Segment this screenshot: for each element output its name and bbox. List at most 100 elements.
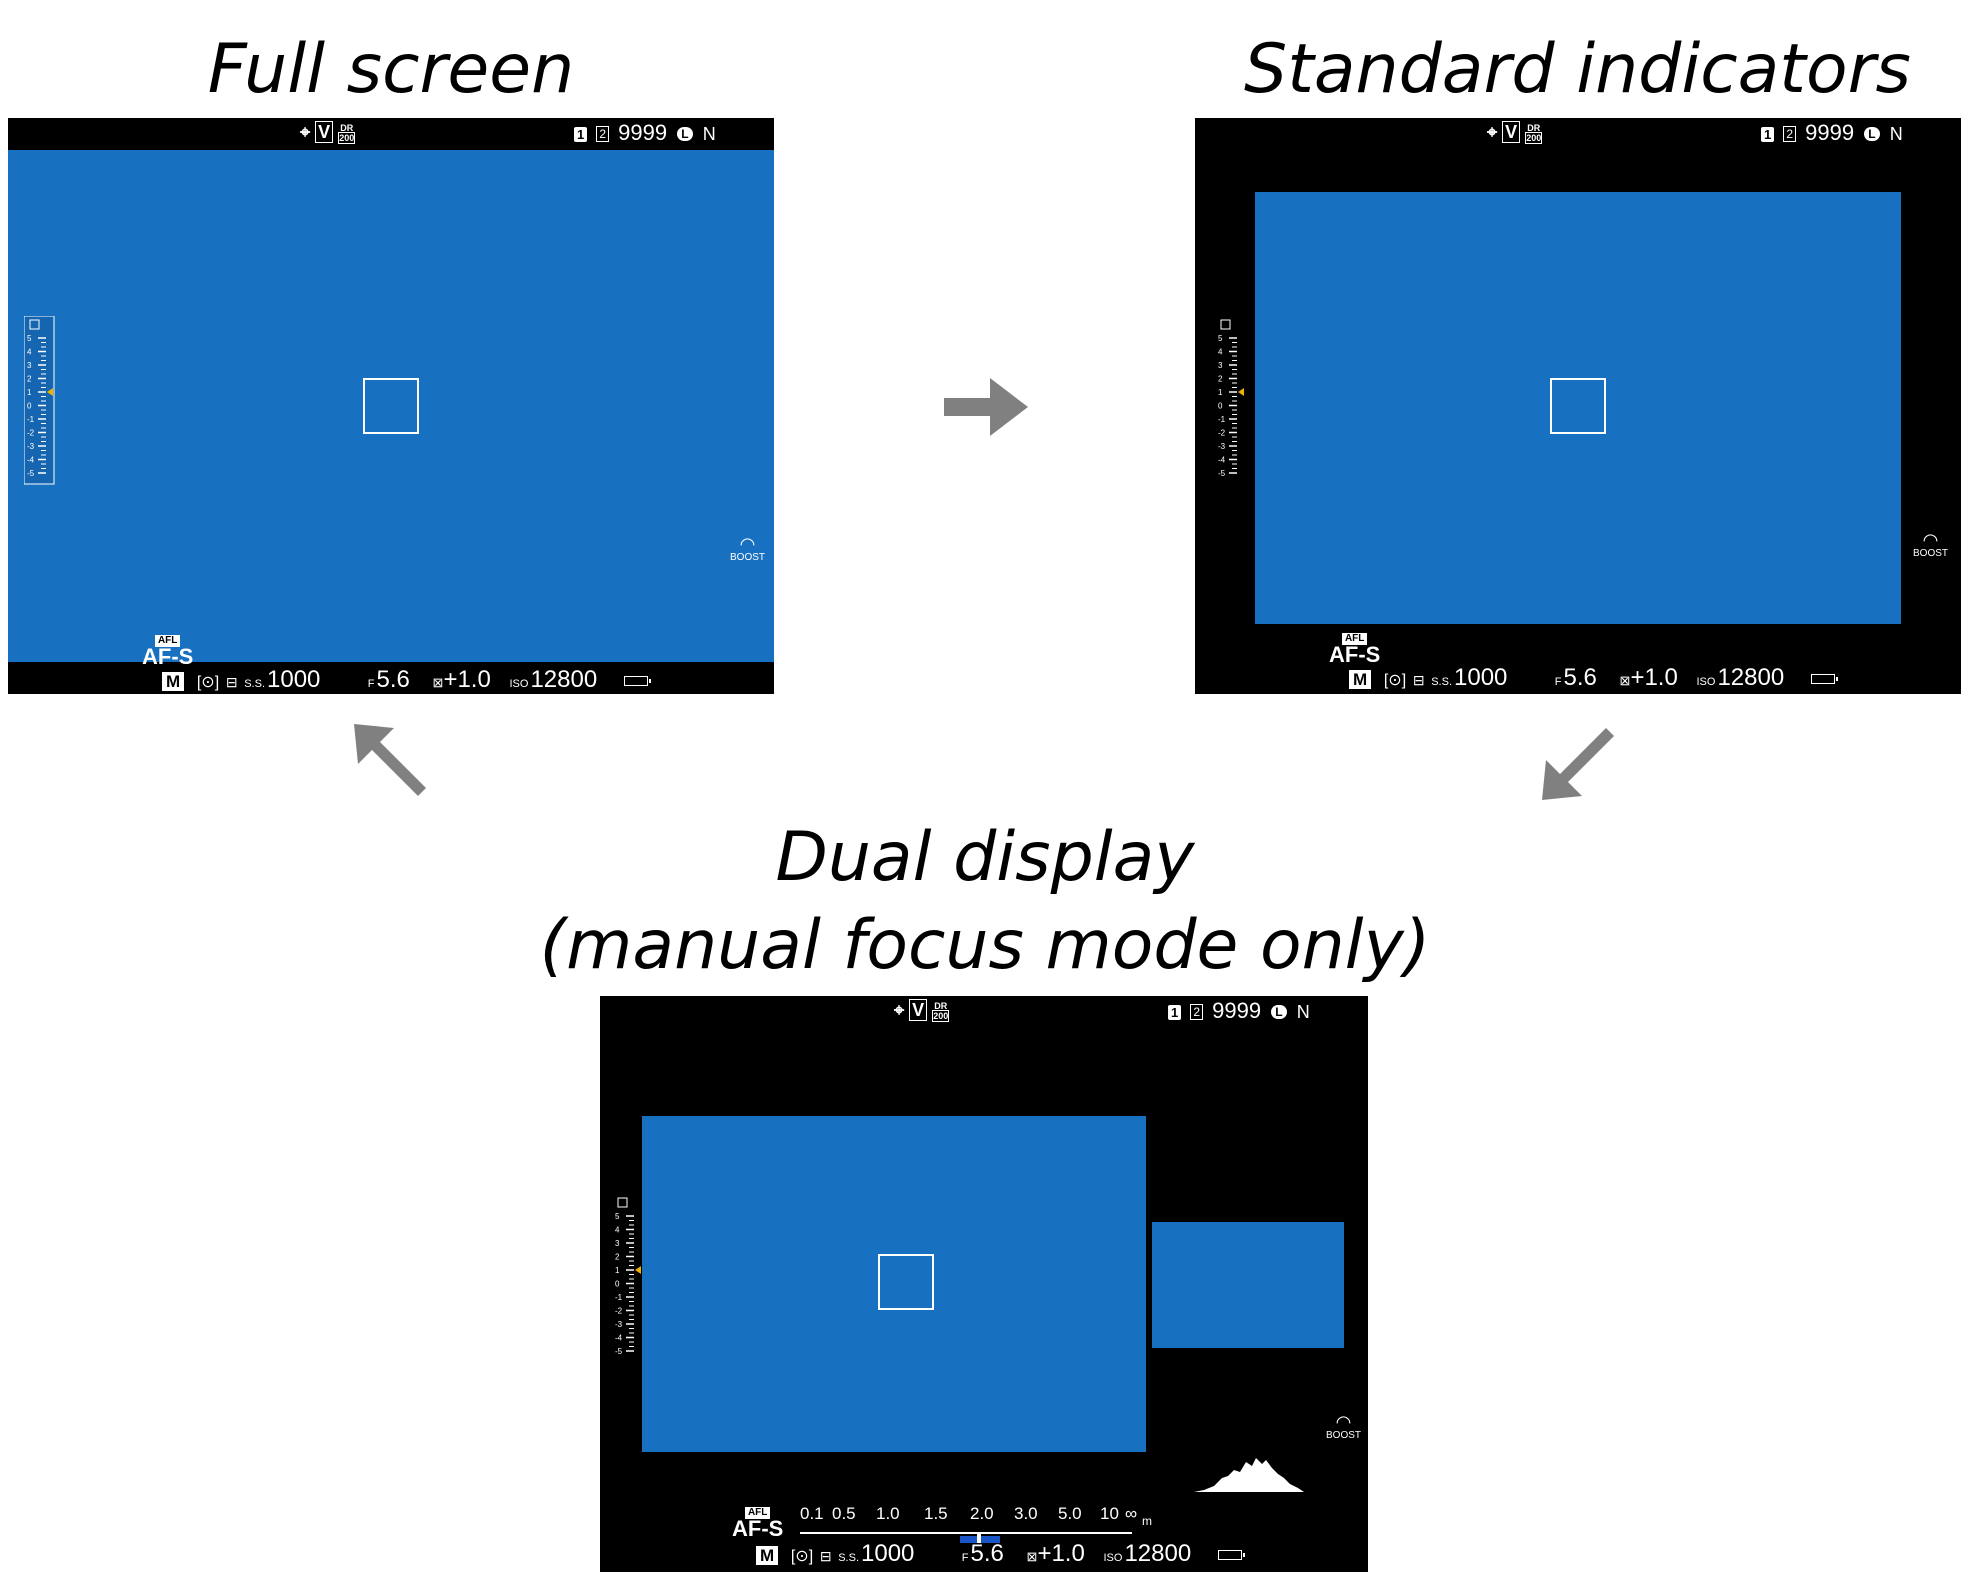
af-mode: AF-S <box>142 644 194 669</box>
distance-scale-label: 3.0 <box>1014 1504 1038 1523</box>
distance-unit: m <box>1142 1514 1152 1528</box>
top-right-indicators: 1 2 9999 L N <box>574 120 716 146</box>
exposure-scale-label: -3 <box>1218 442 1226 451</box>
exposure-scale-svg: 5 4 3 2 1 0 -1 -2 -3 -4 -5 <box>23 315 55 485</box>
exposure-scale-label: 4 <box>615 1226 620 1235</box>
iso: 12800 <box>1124 1540 1192 1567</box>
exposure-scale-label: 5 <box>27 334 32 343</box>
image-size-icon: L <box>1271 1005 1287 1020</box>
battery-icon <box>1810 673 1838 684</box>
ss-label: S.S. <box>244 678 266 690</box>
arrow-down-left-icon <box>1542 728 1614 800</box>
live-view-area <box>8 150 774 662</box>
frames-remaining: 9999 <box>1805 120 1855 145</box>
frames-remaining: 9999 <box>1212 998 1262 1023</box>
exposure-scale-label: 2 <box>27 375 32 384</box>
exposure-scale-label: -1 <box>615 1293 623 1302</box>
ss-label: S.S. <box>838 1552 860 1564</box>
live-view-area <box>1255 192 1901 624</box>
dr-label: DR <box>934 1001 948 1012</box>
metering-icon: [⊙] <box>1383 672 1407 689</box>
iso-label: ISO <box>1696 676 1716 688</box>
exposure-scale-label: 1 <box>1218 388 1223 397</box>
iso-label: ISO <box>509 678 529 690</box>
exposure-scale-label: 0 <box>615 1280 620 1289</box>
boost-icon: ◠ <box>739 534 756 554</box>
exposure-scale-label: -4 <box>27 456 35 465</box>
top-right-indicators: 1 2 9999 L N <box>1168 998 1310 1024</box>
exposure-scale-label: -4 <box>615 1334 623 1343</box>
battery-icon <box>1217 1549 1245 1560</box>
focus-frame <box>1550 378 1606 434</box>
image-quality: N <box>1296 1002 1310 1022</box>
af-mode: AF-S <box>732 1516 784 1541</box>
exposure-scale-label: -5 <box>27 469 35 478</box>
distance-scale-label: 0.5 <box>832 1504 856 1523</box>
bottom-indicators: M [⊙] ⊟ S.S.1000 F5.6 ⊠+1.0 ISO12800 <box>162 666 651 694</box>
card-slot-2-icon: 2 <box>1783 126 1797 143</box>
focus-frame <box>363 378 419 434</box>
image-quality: N <box>702 124 716 144</box>
ss-label: S.S. <box>1431 676 1453 688</box>
caption-dual-display: Dual display (manual focus mode only) <box>480 814 1490 990</box>
bottom-indicators: M [⊙] ⊟ S.S.1000 F5.6 ⊠+1.0 ISO12800 <box>756 1540 1245 1568</box>
live-view-area <box>642 1116 1146 1452</box>
shutter-type-icon: ⊟ <box>819 1548 832 1564</box>
dynamic-range-icon: DR 200 <box>932 1001 950 1023</box>
distance-scale-label: 0.1 <box>800 1504 824 1523</box>
exposure-scale-label: -5 <box>615 1347 623 1356</box>
exposure-scale-label: 4 <box>1218 348 1223 357</box>
distance-scale-label: 2.0 <box>970 1504 994 1523</box>
afl-badge: AFL <box>154 635 181 647</box>
af-mode-indicator: AFL AF-S <box>1329 624 1381 667</box>
exposure-scale: 5 4 3 2 1 0 -1 -2 -3 -4 -5 <box>1215 316 1247 491</box>
exposure-scale-label: -3 <box>27 442 35 451</box>
af-mode-indicator: AFL AF-S <box>732 1498 784 1541</box>
image-quality: N <box>1889 124 1903 144</box>
exposure-scale-label: 3 <box>1218 361 1223 370</box>
boost-label: BOOST <box>730 552 766 563</box>
focus-distance-scale: 0.1 0.5 1.0 1.5 2.0 3.0 5.0 10 ∞ m <box>800 1504 1160 1544</box>
exposure-scale-label: -2 <box>27 429 35 438</box>
aperture: 5.6 <box>376 666 410 693</box>
exposure-scale-label: -2 <box>1218 429 1226 438</box>
card-slot-1-icon: 1 <box>1761 126 1775 142</box>
boost-label: BOOST <box>1913 548 1949 559</box>
top-left-indicators: ⌖ V DR 200 <box>300 121 356 145</box>
shutter-speed: 1000 <box>267 666 321 693</box>
exposure-marker-icon <box>635 1266 641 1274</box>
exposure-scale-header-icon <box>29 319 40 330</box>
focus-frame <box>878 1254 934 1310</box>
shutter-speed: 1000 <box>861 1540 915 1567</box>
boost-icon: ◠ <box>1922 530 1939 550</box>
card-slot-1-icon: 1 <box>1168 1004 1182 1020</box>
focus-distance-marker <box>977 1534 981 1543</box>
boost-icon: ◠ <box>1335 1412 1352 1432</box>
face-detect-icon: ⌖ <box>1487 122 1498 142</box>
exposure-scale-label: 4 <box>27 348 32 357</box>
distance-baseline <box>800 1532 1132 1534</box>
dr-value: 200 <box>932 1010 950 1023</box>
exposure-comp-icon: ⊠ <box>1619 673 1631 688</box>
iso-label: ISO <box>1103 1552 1123 1564</box>
af-mode: AF-S <box>1329 642 1381 667</box>
exposure-comp: +1.0 <box>1630 664 1678 691</box>
dr-label: DR <box>1527 123 1541 134</box>
card-slot-2-icon: 2 <box>596 126 610 143</box>
f-label: F <box>1554 676 1562 688</box>
boost-indicator: ◠ BOOST <box>730 534 766 563</box>
image-size-icon: L <box>677 127 693 142</box>
shutter-type-icon: ⊟ <box>225 674 238 690</box>
bottom-indicators: M [⊙] ⊟ S.S.1000 F5.6 ⊠+1.0 ISO12800 <box>1349 664 1838 692</box>
screen-full-screen: ⌖ V DR 200 1 2 9999 L N 5 4 3 2 1 0 -1 -2 -3 -4 -5… <box>8 118 774 694</box>
arrow-right-icon <box>944 378 1028 436</box>
film-sim-icon: V <box>315 121 334 143</box>
exposure-scale-label: -3 <box>615 1320 623 1329</box>
exposure-scale-label: -2 <box>615 1307 623 1316</box>
exposure-scale: 5 4 3 2 1 0 -1 -2 -3 -4 -5 <box>612 1194 644 1369</box>
exposure-scale-svg: 5 4 3 2 1 0 -1 -2 -3 -4 -5 <box>612 1194 642 1362</box>
shooting-mode-badge: M <box>162 672 185 691</box>
caption-dual-display-line2: (manual focus mode only) <box>539 906 1431 985</box>
histogram <box>1194 1458 1304 1492</box>
dr-value: 200 <box>1525 132 1543 145</box>
